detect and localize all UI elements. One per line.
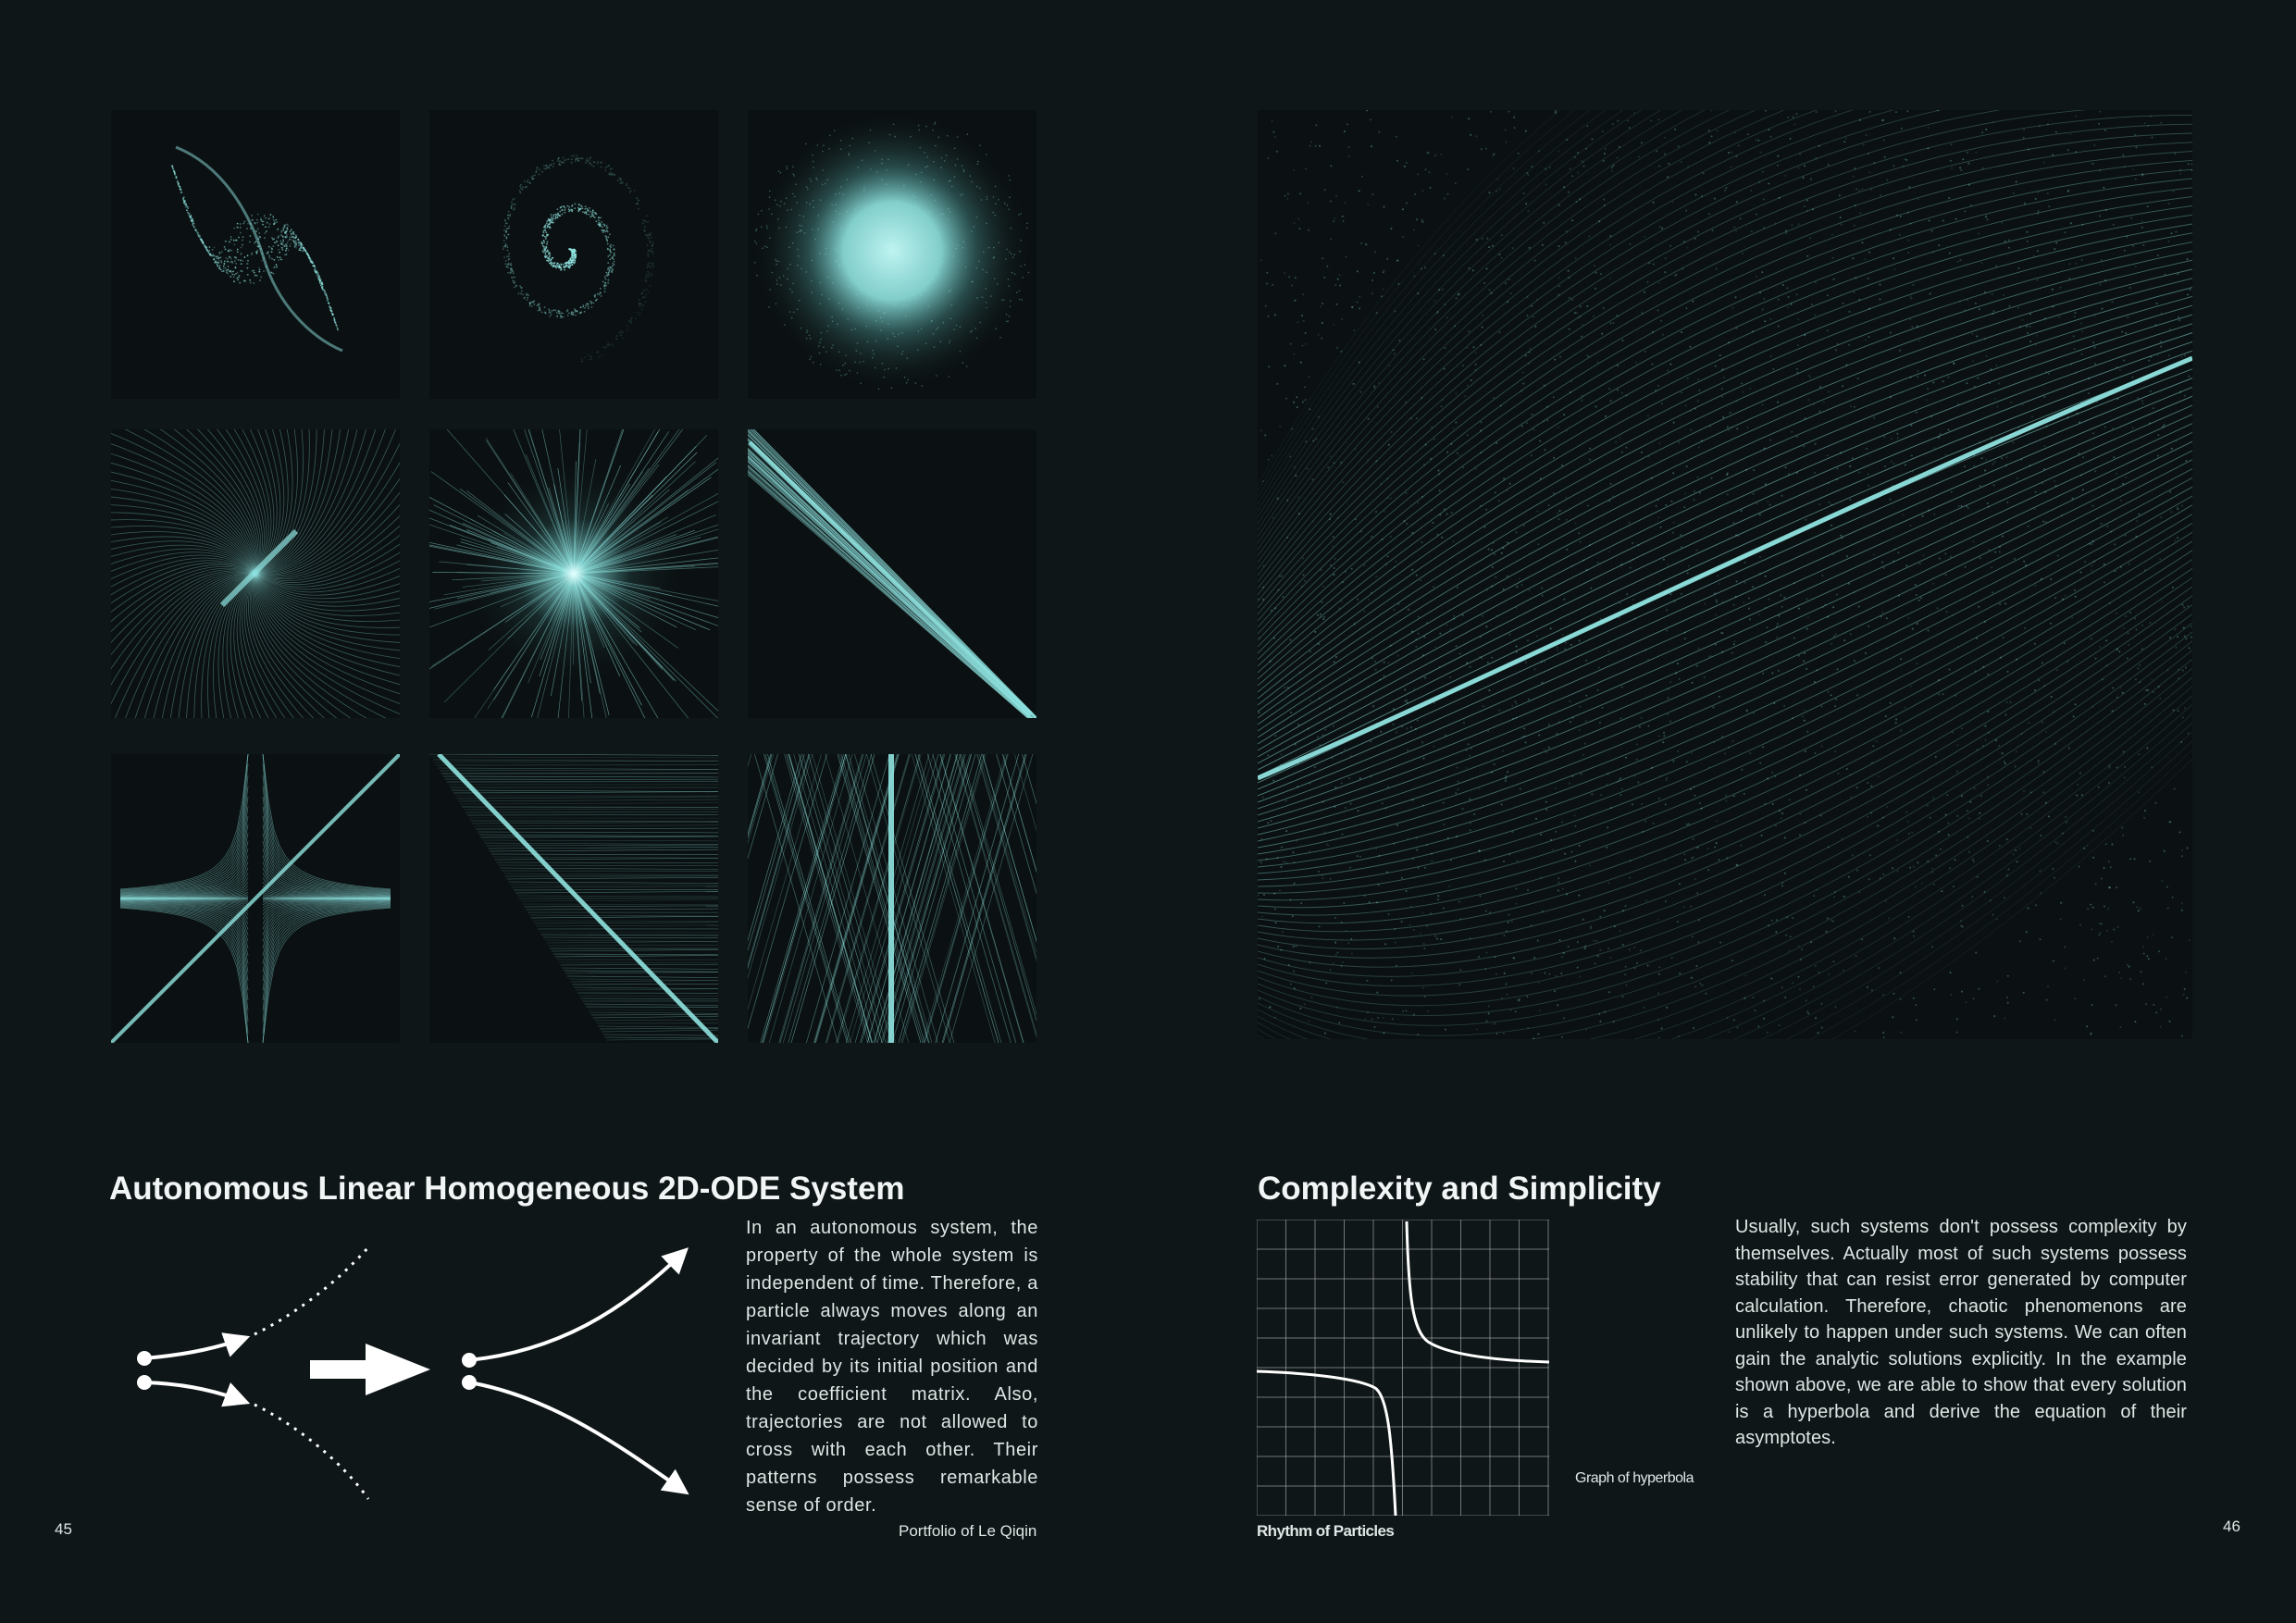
right-arrow-icon: [310, 1344, 430, 1395]
tile-star-burst: [429, 429, 718, 718]
tile-vertical-line: [748, 754, 1036, 1043]
tile-diagonal-sheet: [429, 754, 718, 1043]
left-page-title: Autonomous Linear Homogeneous 2D-ODE Sys…: [109, 1171, 905, 1207]
left-page-number: 45: [55, 1520, 72, 1538]
spiral-image: [503, 155, 655, 363]
tile-blob: [748, 110, 1036, 399]
hyperbola-lower-branch: [1257, 1369, 1397, 1516]
s-curve-image: [171, 145, 343, 353]
tile-diagonal-line: [748, 429, 1036, 718]
hero-particles: [1258, 110, 2192, 1039]
twisted-star-image: [111, 429, 400, 718]
graph-caption: Graph of hyperbola: [1575, 1470, 1694, 1486]
right-page-footer: Rhythm of Particles: [1257, 1522, 1395, 1540]
blob-image: [753, 112, 1031, 390]
right-page-number: 46: [2223, 1518, 2240, 1535]
left-page-footer: Portfolio of Le Qiqin: [899, 1522, 1037, 1540]
tile-saddle: [111, 754, 400, 1043]
hyperbola-upper-branch: [1405, 1220, 1549, 1364]
trajectory-diagram: [137, 1246, 689, 1500]
tile-twisted-star: [111, 429, 400, 718]
hero-particle-image: [1258, 110, 2192, 1039]
left-page-body: In an autonomous system, the property of…: [746, 1218, 1038, 1516]
hyperbola-graph: [1257, 1220, 1549, 1516]
right-page-body: Usually, such systems don't possess comp…: [1735, 1217, 2187, 1448]
right-page-title: Complexity and Simplicity: [1258, 1171, 1661, 1207]
saddle-image: [111, 754, 400, 1043]
star-burst-image: [429, 429, 718, 718]
tile-s-curve: [111, 110, 400, 399]
diagonal-line-image: [748, 429, 1036, 718]
vertical-line-image: [748, 754, 1036, 1043]
tile-spiral: [429, 110, 718, 399]
diagonal-sheet-image: [429, 754, 718, 1043]
